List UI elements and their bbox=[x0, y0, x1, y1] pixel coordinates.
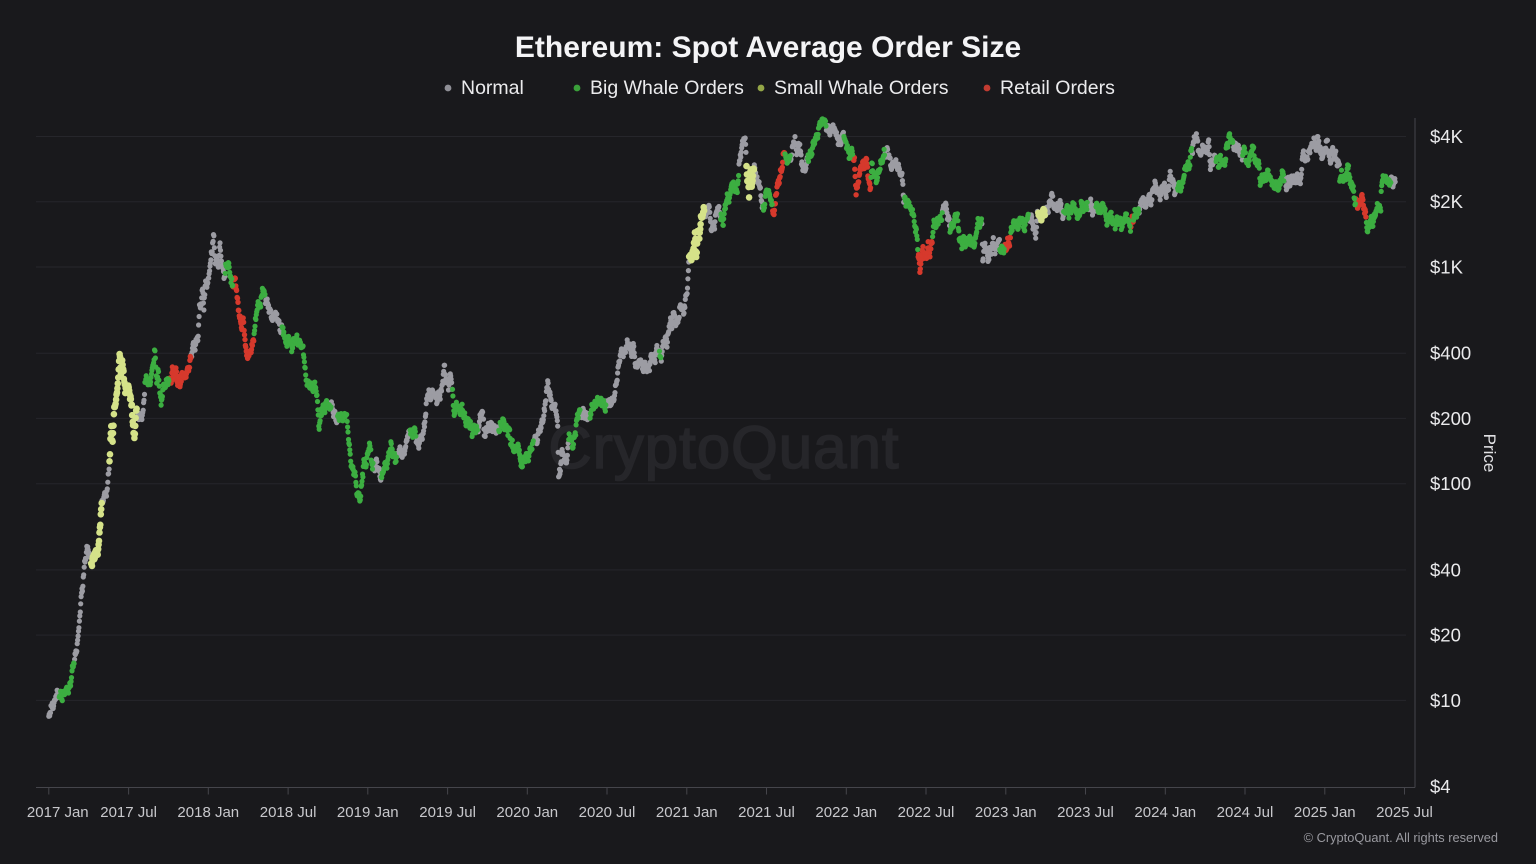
svg-text:$20: $20 bbox=[1430, 625, 1461, 646]
svg-text:2018 Jan: 2018 Jan bbox=[177, 804, 239, 821]
svg-text:2024 Jul: 2024 Jul bbox=[1217, 804, 1274, 821]
svg-text:2019 Jan: 2019 Jan bbox=[337, 804, 399, 821]
svg-text:$100: $100 bbox=[1430, 473, 1471, 494]
svg-text:2021 Jan: 2021 Jan bbox=[656, 804, 718, 821]
svg-text:$2K: $2K bbox=[1430, 191, 1464, 212]
svg-text:CryptoQuant: CryptoQuant bbox=[548, 414, 899, 481]
svg-text:2023 Jan: 2023 Jan bbox=[975, 804, 1037, 821]
svg-text:$200: $200 bbox=[1430, 408, 1471, 429]
svg-text:Small Whale Orders: Small Whale Orders bbox=[774, 77, 949, 99]
svg-text:2017 Jan: 2017 Jan bbox=[27, 804, 89, 821]
svg-text:$4K: $4K bbox=[1430, 126, 1464, 147]
svg-text:© CryptoQuant. All rights rese: © CryptoQuant. All rights reserved bbox=[1304, 830, 1498, 845]
svg-text:$400: $400 bbox=[1430, 343, 1471, 364]
svg-text:2017 Jul: 2017 Jul bbox=[100, 804, 157, 821]
svg-text:2025 Jul: 2025 Jul bbox=[1376, 804, 1433, 821]
svg-text:2019 Jul: 2019 Jul bbox=[419, 804, 476, 821]
svg-text:2018 Jul: 2018 Jul bbox=[260, 804, 317, 821]
svg-text:Normal: Normal bbox=[461, 77, 524, 99]
svg-text:Big Whale Orders: Big Whale Orders bbox=[590, 77, 744, 99]
svg-text:Retail Orders: Retail Orders bbox=[1000, 77, 1115, 99]
svg-text:2025 Jan: 2025 Jan bbox=[1294, 804, 1356, 821]
svg-text:Price: Price bbox=[1480, 434, 1499, 473]
svg-text:2020 Jul: 2020 Jul bbox=[579, 804, 636, 821]
svg-text:$1K: $1K bbox=[1430, 257, 1464, 278]
svg-text:2022 Jan: 2022 Jan bbox=[815, 804, 877, 821]
svg-text:Ethereum: Spot Average Order S: Ethereum: Spot Average Order Size bbox=[515, 31, 1021, 64]
svg-text:2021 Jul: 2021 Jul bbox=[738, 804, 795, 821]
svg-text:$40: $40 bbox=[1430, 559, 1461, 580]
svg-text:$4: $4 bbox=[1430, 776, 1451, 797]
svg-text:2020 Jan: 2020 Jan bbox=[496, 804, 558, 821]
svg-text:2023 Jul: 2023 Jul bbox=[1057, 804, 1114, 821]
svg-text:$10: $10 bbox=[1430, 690, 1461, 711]
svg-text:2024 Jan: 2024 Jan bbox=[1134, 804, 1196, 821]
svg-text:2022 Jul: 2022 Jul bbox=[898, 804, 955, 821]
